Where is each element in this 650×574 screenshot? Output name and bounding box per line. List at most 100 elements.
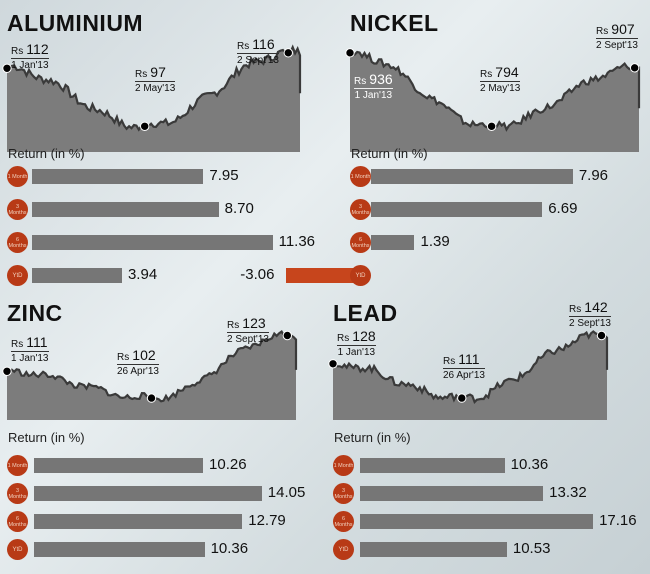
period-badge: 1 Month (350, 166, 371, 187)
return-row: YtD -3.06 (240, 265, 650, 287)
period-badge: 1 Month (7, 455, 28, 476)
panel-lead: LEAD Rs 128 1 Jan'13 Rs 111 26 Apr'13 Rs… (328, 300, 650, 574)
price-annotation: Rs 116 2 Sept'13 (237, 36, 279, 66)
price-annotation: Rs 97 2 May'13 (135, 64, 176, 94)
return-row: 1 Month 10.36 (333, 455, 633, 477)
return-row: 3 Months 13.32 (333, 483, 633, 505)
price-marker (146, 393, 157, 403)
return-value: 1.39 (420, 233, 450, 250)
return-value: 7.96 (578, 167, 609, 184)
return-row: 6 Months 11.36 (7, 232, 315, 254)
price-area (350, 52, 639, 152)
return-bar (34, 486, 262, 501)
panel-title: LEAD (333, 300, 398, 326)
return-bar (32, 235, 273, 250)
return-value: 11.36 (278, 233, 316, 250)
price-area (333, 331, 607, 420)
price-marker (282, 330, 293, 341)
return-row: 1 Month 10.26 (7, 455, 307, 477)
price-marker (345, 48, 355, 58)
return-bar (371, 202, 543, 217)
return-row: YtD 10.53 (333, 539, 633, 561)
period-badge: YtD (7, 539, 28, 560)
period-badge: 6 Months (333, 511, 354, 532)
price-annotation: Rs 123 2 Sept'13 (227, 315, 269, 345)
return-title: Return (in %) (351, 146, 428, 161)
return-bar (360, 458, 505, 473)
return-bar (360, 514, 594, 529)
price-line (7, 44, 302, 132)
return-title: Return (in %) (8, 430, 85, 445)
return-row: 1 Month 7.95 (7, 166, 307, 188)
return-bar (34, 542, 205, 557)
return-value: 17.16 (599, 512, 637, 529)
price-chart-svg (2, 330, 298, 420)
period-badge: 3 Months (333, 483, 354, 504)
period-badge: YtD (7, 265, 28, 286)
price-annotation: Rs 111 1 Jan'13 (11, 334, 49, 364)
return-row: 3 Months 6.69 (350, 199, 650, 221)
panel-aluminium: ALUMINIUM Rs 112 1 Jan'13 Rs 97 2 May'13… (2, 10, 317, 290)
return-bar (34, 514, 243, 529)
return-bar (32, 202, 219, 217)
price-marker (2, 366, 12, 376)
return-title: Return (in %) (334, 430, 411, 445)
price-line (333, 330, 609, 404)
price-chart-svg (345, 48, 641, 152)
period-badge: 1 Month (333, 455, 354, 476)
price-marker (2, 63, 12, 73)
return-value: 7.95 (209, 167, 239, 184)
panel-nickel: NICKEL Rs 936 1 Jan'13 Rs 794 2 May'13 R… (240, 10, 650, 290)
return-bar (371, 169, 573, 184)
return-title: Return (in %) (8, 146, 85, 161)
panel-title: ALUMINIUM (7, 10, 144, 36)
price-marker (629, 63, 640, 73)
return-bar (360, 542, 507, 557)
period-badge: YtD (350, 265, 371, 286)
return-bar (34, 458, 204, 473)
price-marker (457, 393, 467, 403)
period-badge: 6 Months (7, 511, 28, 532)
return-row: 6 Months 1.39 (350, 232, 650, 254)
return-value: 8.70 (224, 200, 254, 217)
return-bar (32, 268, 122, 283)
return-value: 10.36 (510, 456, 549, 473)
return-row: 6 Months 12.79 (7, 511, 307, 533)
price-annotation: Rs 112 1 Jan'13 (11, 41, 49, 71)
price-chart-svg (2, 44, 302, 153)
return-value: 13.32 (549, 484, 587, 501)
price-marker (486, 121, 497, 131)
return-row: YtD 10.36 (7, 539, 307, 561)
price-annotation: Rs 111 26 Apr'13 (443, 351, 485, 381)
return-value: -3.06 (240, 266, 275, 283)
period-badge: 3 Months (7, 483, 28, 504)
return-row: 1 Month 7.96 (350, 166, 650, 188)
return-row: YtD 3.94 (7, 265, 307, 287)
price-chart (345, 44, 641, 152)
return-bar (360, 486, 544, 501)
price-annotation: Rs 936 1 Jan'13 (354, 71, 393, 101)
period-badge: 3 Months (7, 199, 28, 220)
period-badge: 1 Month (7, 166, 28, 187)
return-value: 12.79 (248, 512, 286, 529)
return-bar (32, 169, 204, 184)
panel-title: ZINC (7, 300, 63, 326)
return-row: 6 Months 17.16 (333, 511, 637, 533)
panel-zinc: ZINC Rs 111 1 Jan'13 Rs 102 26 Apr'13 Rs… (2, 300, 317, 574)
price-marker (328, 359, 338, 369)
panel-title: NICKEL (350, 10, 439, 36)
price-chart-svg (328, 330, 609, 420)
price-annotation: Rs 102 26 Apr'13 (117, 347, 159, 377)
return-value: 6.69 (548, 200, 578, 217)
price-chart (2, 44, 302, 153)
price-annotation: Rs 907 2 Sept'13 (596, 21, 638, 51)
price-marker (283, 48, 293, 58)
price-area (7, 47, 300, 153)
price-annotation: Rs 794 2 May'13 (480, 64, 521, 94)
period-badge: 6 Months (350, 232, 371, 253)
return-value: 10.26 (209, 456, 247, 473)
return-row: 3 Months 14.05 (7, 483, 307, 505)
price-area (7, 331, 296, 420)
period-badge: YtD (333, 539, 354, 560)
price-marker (596, 330, 607, 341)
